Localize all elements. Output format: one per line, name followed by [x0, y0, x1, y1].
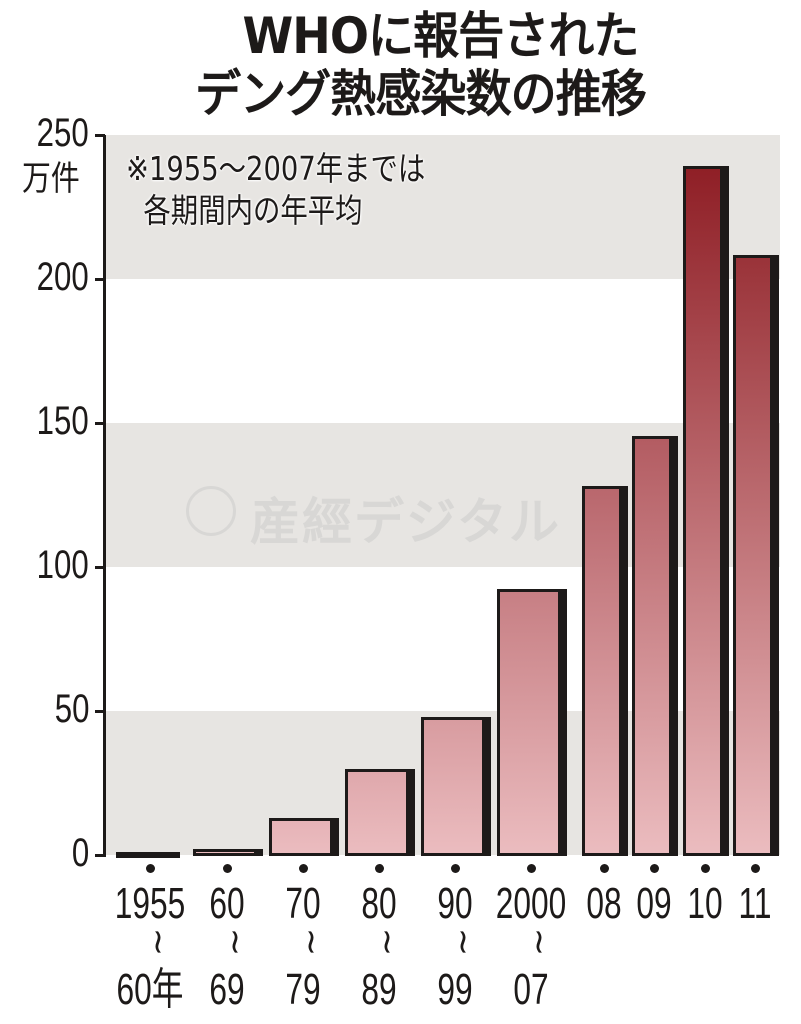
x-tick-dot: [600, 864, 609, 873]
range-wave-symbol: ~: [138, 927, 179, 957]
x-label-start: 09: [636, 879, 672, 928]
title-line-2: デング熱感染数の推移: [195, 65, 647, 123]
y-tick: [95, 710, 105, 713]
bar-2000～07: [497, 588, 561, 856]
title-line-1: WHOに報告された: [242, 7, 639, 65]
x-label-end: 89: [361, 965, 397, 1014]
y-tick: [95, 134, 105, 137]
x-label-start: 11: [738, 879, 772, 928]
x-tick-dot: [527, 864, 536, 873]
y-axis-unit: 万件: [22, 159, 80, 199]
watermark-logo-icon: [186, 486, 236, 536]
x-tick-dot: [751, 864, 760, 873]
x-label-start: 60: [209, 879, 245, 928]
bar-09: [632, 436, 672, 856]
x-label-start: 70: [285, 879, 321, 928]
y-tick: [95, 854, 105, 857]
x-label-start: 10: [687, 879, 723, 928]
range-wave-symbol: ~: [443, 927, 484, 957]
chart-note: ※1955～2007年までは 各期間内の年平均: [126, 149, 426, 230]
x-label-start: 2000: [495, 879, 567, 928]
x-tick-dot: [650, 864, 659, 873]
x-tick-dot: [223, 864, 232, 873]
bar-10: [683, 166, 723, 856]
range-wave-symbol: ~: [367, 927, 408, 957]
x-label-end: 69: [209, 965, 245, 1014]
x-label-start: 90: [437, 879, 473, 928]
x-label-start: 1955: [114, 879, 186, 928]
bar-80～89: [345, 769, 409, 856]
y-tick: [95, 278, 105, 281]
bar-90～99: [421, 717, 485, 856]
y-tick-label: 0: [71, 831, 89, 875]
range-wave-symbol: ~: [215, 927, 256, 957]
x-label-end: 99: [437, 965, 473, 1014]
y-tick-label: 50: [54, 687, 89, 731]
range-wave-symbol: ~: [519, 927, 560, 957]
grid-band: [104, 135, 780, 279]
x-tick-dot: [299, 864, 308, 873]
x-label-end: 79: [285, 965, 321, 1014]
y-tick-label: 200: [36, 255, 89, 299]
x-label-start: 08: [586, 879, 622, 928]
y-tick: [95, 422, 105, 425]
x-label-end: 07: [513, 965, 549, 1014]
bar-11: [733, 254, 773, 856]
x-tick-dot: [451, 864, 460, 873]
range-wave-symbol: ~: [291, 927, 332, 957]
y-tick-label: 250: [36, 111, 89, 155]
watermark: 産經デジタル: [250, 493, 561, 551]
bar-60～69: [193, 848, 257, 856]
y-tick-label: 100: [36, 543, 89, 587]
y-tick-label: 150: [36, 399, 89, 443]
y-axis-line: [103, 135, 106, 857]
bar-08: [582, 485, 622, 856]
x-label-end: 60年: [116, 965, 184, 1014]
bar-70～79: [269, 817, 333, 856]
x-tick-dot: [701, 864, 710, 873]
bar-1955～60年: [116, 852, 180, 858]
y-tick: [95, 566, 105, 569]
x-tick-dot: [375, 864, 384, 873]
x-tick-dot: [146, 864, 155, 873]
x-label-start: 80: [361, 879, 397, 928]
